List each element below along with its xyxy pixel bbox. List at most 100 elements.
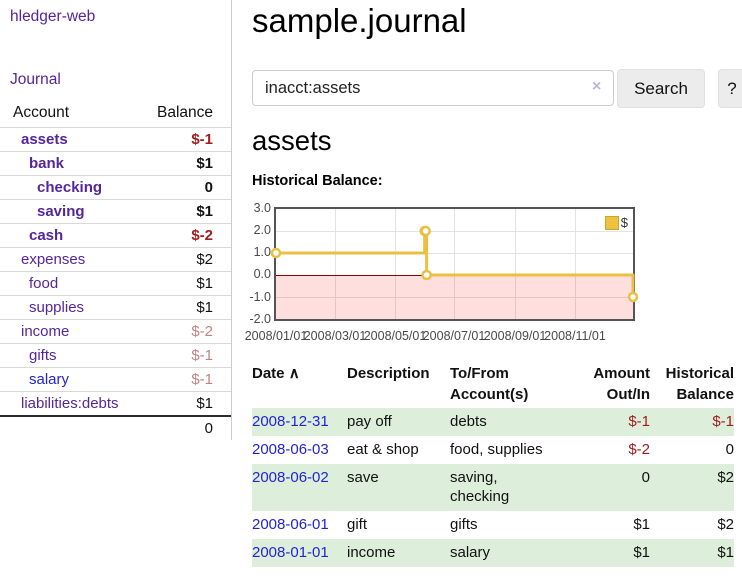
account-link-gifts[interactable]: gifts	[29, 347, 57, 364]
account-row-gifts: gifts $-1	[0, 343, 231, 368]
transaction-balance: 0	[725, 441, 734, 458]
app-title-link[interactable]: hledger-web	[10, 8, 96, 25]
account-link-bank[interactable]: bank	[29, 155, 65, 172]
transaction-amount: $1	[565, 539, 650, 567]
x-tick: 2008/07/01	[422, 329, 486, 343]
transaction-accounts: salary	[450, 539, 565, 567]
account-row-liabilities-debts: liabilities:debts $1	[0, 391, 231, 416]
account-row-supplies: supplies $1	[0, 295, 231, 320]
account-row-expenses: expenses $2	[0, 247, 231, 272]
sort-ascending-icon: ∧	[288, 365, 300, 382]
gridline	[515, 209, 516, 319]
transaction-date-link[interactable]: 2008-06-01	[252, 516, 329, 533]
transaction-description: pay off	[347, 408, 450, 436]
y-tick: -1.0	[249, 290, 271, 304]
transaction-date-link[interactable]: 2008-12-31	[252, 413, 329, 430]
x-tick: 2008/09/01	[483, 329, 547, 343]
transaction-amount: 0	[565, 464, 650, 511]
transaction-description: income	[347, 539, 450, 567]
transaction-accounts: food, supplies	[450, 441, 543, 458]
account-balance: $-2	[142, 223, 231, 248]
account-row-salary: salary $-1	[0, 367, 231, 392]
transaction-date-link[interactable]: 2008-01-01	[252, 544, 329, 561]
sidebar: hledger-web Journal Account Balance asse…	[0, 0, 232, 440]
account-balance: $-2	[142, 319, 231, 344]
search-button[interactable]: Search	[617, 69, 705, 108]
transaction-row: 2008-01-01 income salary $1 $1	[252, 539, 734, 567]
account-balance: 0	[142, 175, 231, 200]
y-tick: 2.0	[253, 223, 271, 237]
transaction-row: 2008-12-31 pay off debts $-1 $-1	[252, 408, 734, 436]
gridline	[335, 209, 336, 319]
search-input[interactable]	[252, 70, 614, 106]
account-row-cash: cash $-2	[0, 223, 231, 248]
transaction-accounts: debts	[450, 408, 565, 436]
sidebar-item-journal[interactable]: Journal	[10, 71, 61, 88]
legend-label: $	[620, 215, 628, 230]
transaction-row: 2008-06-01 gift gifts $1 $2	[252, 511, 734, 539]
account-balance: $1	[142, 199, 231, 224]
chart-legend: $	[604, 215, 628, 230]
account-row-food: food $1	[0, 271, 231, 296]
account-heading: assets	[252, 125, 332, 156]
gridline	[276, 253, 633, 254]
account-balance: $1	[142, 151, 231, 176]
account-link-income[interactable]: income	[21, 323, 70, 340]
column-header-date[interactable]: Date ∧	[252, 365, 300, 382]
main-content: sample.journal × Search ? assets Histori…	[245, 0, 742, 582]
account-balance: $-1	[142, 343, 231, 368]
chart-plot-area: $	[270, 207, 639, 321]
transaction-amount: $-2	[628, 441, 650, 458]
account-row-bank: bank $1	[0, 151, 231, 176]
account-link-expenses[interactable]: expenses	[21, 251, 86, 268]
account-balance: $1	[142, 391, 231, 416]
help-button[interactable]: ?	[718, 69, 742, 108]
transaction-date-link[interactable]: 2008-06-03	[252, 441, 329, 458]
y-tick: -2.0	[249, 312, 271, 326]
accounts-header-row: Account Balance	[0, 101, 231, 128]
gridline	[276, 231, 633, 232]
account-link-saving[interactable]: saving	[37, 203, 85, 220]
account-row-checking: checking 0	[0, 175, 231, 200]
x-tick: 2008/03/01	[303, 329, 367, 343]
search-form: × Search ?	[252, 69, 742, 108]
account-link-liabilities-debts[interactable]: liabilities:debts	[21, 395, 119, 412]
account-row-assets: assets $-1	[0, 127, 231, 152]
transaction-balance: $2	[650, 464, 734, 511]
column-header-description: Description	[347, 365, 430, 382]
transaction-accounts: saving, checking	[450, 464, 565, 511]
account-row-income: income $-2	[0, 319, 231, 344]
negative-region	[276, 275, 633, 319]
account-link-assets[interactable]: assets	[21, 131, 68, 148]
transaction-description: eat & shop	[347, 441, 419, 458]
transactions-table: Date ∧ Description To/From Account(s) Am…	[252, 361, 734, 567]
transaction-row: 2008-06-03 eat & shop food, supplies $-2…	[252, 436, 734, 464]
gridline	[575, 209, 576, 319]
y-tick: 1.0	[253, 245, 271, 259]
account-link-food[interactable]: food	[29, 275, 59, 292]
y-tick: 0.0	[253, 267, 271, 281]
account-balance: $2	[142, 247, 231, 272]
column-header-balance: Historical Balance	[665, 365, 734, 403]
transaction-balance: $1	[650, 539, 734, 567]
gridline	[395, 209, 396, 319]
account-link-supplies[interactable]: supplies	[29, 299, 85, 316]
gridline	[276, 297, 633, 298]
transaction-balance: $2	[717, 516, 734, 533]
historical-balance-chart: 3.0 2.0 1.0 0.0 -1.0 -2.0 $	[245, 201, 645, 348]
clear-search-icon[interactable]: ×	[592, 78, 602, 95]
account-link-cash[interactable]: cash	[29, 227, 64, 244]
x-tick: 2008/11/01	[544, 329, 606, 343]
account-link-salary[interactable]: salary	[29, 371, 70, 388]
account-row-saving: saving $1	[0, 199, 231, 224]
accounts-total-value: 0	[142, 415, 231, 440]
transaction-accounts: gifts	[450, 516, 478, 533]
transaction-balance: $-1	[650, 408, 734, 436]
accounts-total-row: 0	[0, 415, 231, 440]
account-link-checking[interactable]: checking	[37, 179, 103, 196]
transaction-date-link[interactable]: 2008-06-02	[252, 469, 329, 486]
account-balance: $-1	[142, 127, 231, 152]
transaction-row: 2008-06-02 save saving, checking 0 $2	[252, 464, 734, 511]
chart-line-svg	[270, 225, 639, 303]
accounts-table: Account Balance assets $-1 bank $1 check…	[0, 101, 231, 440]
